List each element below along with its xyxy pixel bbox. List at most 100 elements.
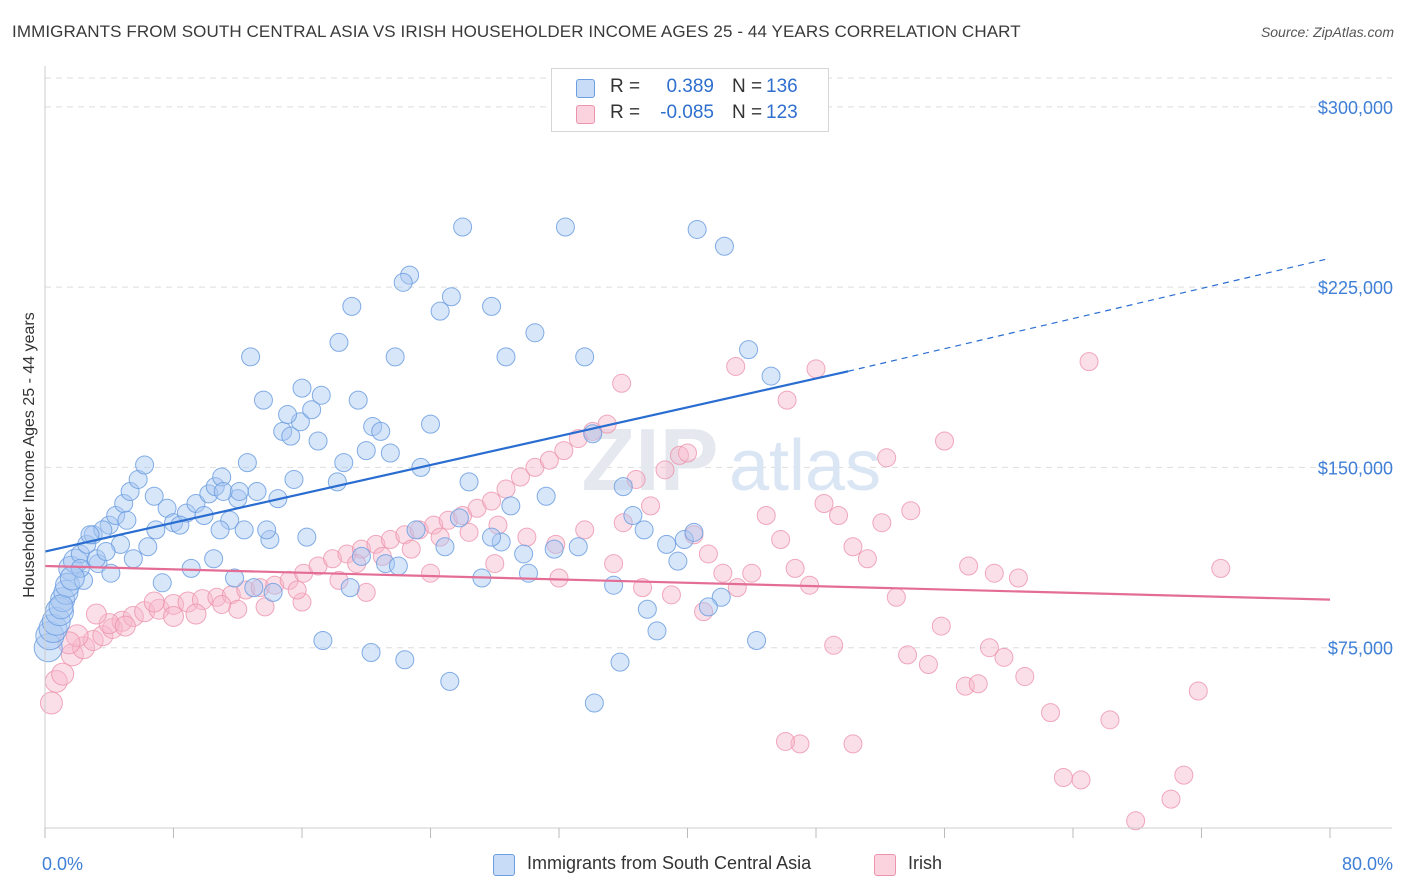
irish-point bbox=[984, 563, 1004, 583]
irish-point bbox=[143, 591, 165, 613]
south-central-asia-point bbox=[292, 378, 312, 398]
south-central-asia-point bbox=[210, 520, 230, 540]
legend-label: Immigrants from South Central Asia bbox=[527, 853, 812, 873]
south-central-asia-point bbox=[54, 572, 80, 598]
irish-point bbox=[790, 734, 810, 754]
south-central-asia-point bbox=[220, 510, 240, 530]
south-central-asia-point bbox=[313, 631, 333, 650]
irish-trend-line bbox=[44, 564, 1331, 601]
south-central-asia-point bbox=[453, 217, 473, 237]
y-tick-label: $225,000 bbox=[1318, 278, 1393, 298]
irish-point bbox=[517, 527, 537, 547]
irish-point bbox=[857, 549, 877, 569]
irish-point bbox=[843, 734, 863, 754]
south-central-asia-point bbox=[684, 522, 704, 542]
irish-point bbox=[488, 515, 508, 535]
irish-point bbox=[185, 603, 207, 625]
south-central-asia-point bbox=[244, 578, 264, 598]
correlation-legend: R = 0.389 N = 136 R = -0.085 N = 123 bbox=[551, 68, 829, 132]
south-central-asia-point bbox=[430, 301, 450, 321]
irish-point bbox=[785, 558, 805, 578]
irish-point bbox=[633, 578, 653, 598]
south-central-asia-point bbox=[714, 236, 734, 256]
south-central-asia-point bbox=[449, 508, 469, 528]
irish-point bbox=[236, 580, 256, 600]
y-tick-label: $150,000 bbox=[1318, 458, 1393, 478]
source-label: Source: ZipAtlas.com bbox=[1260, 24, 1394, 40]
south-central-asia-point bbox=[80, 525, 100, 545]
south-central-asia-point bbox=[297, 527, 317, 547]
irish-point bbox=[935, 431, 954, 451]
south-central-asia-point bbox=[610, 652, 630, 672]
south-central-asia-point bbox=[308, 431, 328, 451]
south-central-asia-point bbox=[128, 469, 148, 489]
irish-point bbox=[612, 373, 632, 393]
south-central-asia-point bbox=[747, 631, 767, 650]
irish-point bbox=[395, 525, 415, 545]
irish-point bbox=[775, 731, 795, 751]
south-central-asia-point bbox=[637, 599, 657, 619]
irish-point bbox=[901, 501, 921, 521]
south-central-asia-point bbox=[225, 568, 245, 588]
south-central-asia-point bbox=[435, 537, 455, 557]
irish-point bbox=[250, 578, 270, 598]
irish-point bbox=[641, 496, 661, 516]
irish-point bbox=[287, 580, 307, 600]
tick-labels: $75,000 $150,000 $225,000 $300,000 0.0% 80.0% bbox=[42, 98, 1393, 874]
south-central-asia-point bbox=[38, 613, 68, 643]
south-central-asia-point bbox=[213, 481, 233, 501]
south-central-asia-point bbox=[53, 579, 79, 605]
south-central-asia-point bbox=[440, 671, 460, 691]
legend-swatch-pink bbox=[874, 854, 896, 876]
irish-points bbox=[39, 352, 1231, 831]
south-central-asia-point bbox=[371, 421, 391, 441]
south-central-asia-point bbox=[459, 472, 479, 492]
south-central-asia-point bbox=[634, 520, 654, 540]
irish-point bbox=[726, 356, 746, 376]
south-central-asia-point bbox=[575, 347, 595, 367]
south-central-asia-point bbox=[59, 565, 85, 591]
south-central-asia-point bbox=[385, 347, 405, 367]
south-central-asia-point bbox=[284, 469, 304, 489]
irish-point bbox=[366, 534, 386, 554]
irish-point bbox=[678, 443, 697, 463]
south-central-asia-point bbox=[711, 587, 731, 607]
irish-point bbox=[539, 450, 559, 470]
south-central-asia-point bbox=[482, 527, 502, 547]
irish-point bbox=[424, 515, 444, 535]
irish-point bbox=[604, 554, 624, 574]
legend-n-label: N = bbox=[732, 102, 763, 123]
irish-point bbox=[265, 575, 285, 595]
legend-n-label: N = bbox=[732, 76, 763, 97]
legend-label: Irish bbox=[908, 853, 943, 873]
irish-point bbox=[1126, 811, 1146, 831]
south-central-asia-point bbox=[234, 520, 254, 540]
irish-point bbox=[613, 513, 633, 533]
irish-point bbox=[496, 479, 516, 499]
irish-point bbox=[1015, 667, 1035, 687]
south-central-asia-point bbox=[48, 594, 74, 620]
irish-point bbox=[669, 445, 689, 465]
irish-point bbox=[918, 655, 938, 675]
irish-point bbox=[549, 568, 569, 588]
chart-title: IMMIGRANTS FROM SOUTH CENTRAL ASIA VS IR… bbox=[12, 22, 1021, 41]
axes bbox=[44, 66, 1392, 838]
legend-row-irish: R = -0.085 N = 123 bbox=[552, 101, 828, 127]
irish-point bbox=[994, 647, 1014, 667]
irish-point bbox=[979, 638, 999, 658]
irish-point bbox=[898, 645, 918, 665]
irish-point bbox=[771, 530, 791, 550]
legend-swatch-pink bbox=[576, 105, 595, 124]
irish-point bbox=[51, 662, 75, 686]
irish-point bbox=[39, 691, 63, 715]
irish-point bbox=[872, 513, 892, 533]
south-central-asia-point bbox=[199, 484, 219, 504]
irish-point bbox=[255, 597, 275, 617]
irish-point bbox=[114, 615, 136, 637]
south-central-asia-point bbox=[395, 650, 415, 670]
irish-point bbox=[337, 544, 357, 564]
irish-point bbox=[438, 510, 458, 530]
south-central-asia-point bbox=[99, 515, 119, 535]
legend-r-label: R = bbox=[610, 76, 641, 97]
south-central-asia-point bbox=[237, 453, 257, 473]
